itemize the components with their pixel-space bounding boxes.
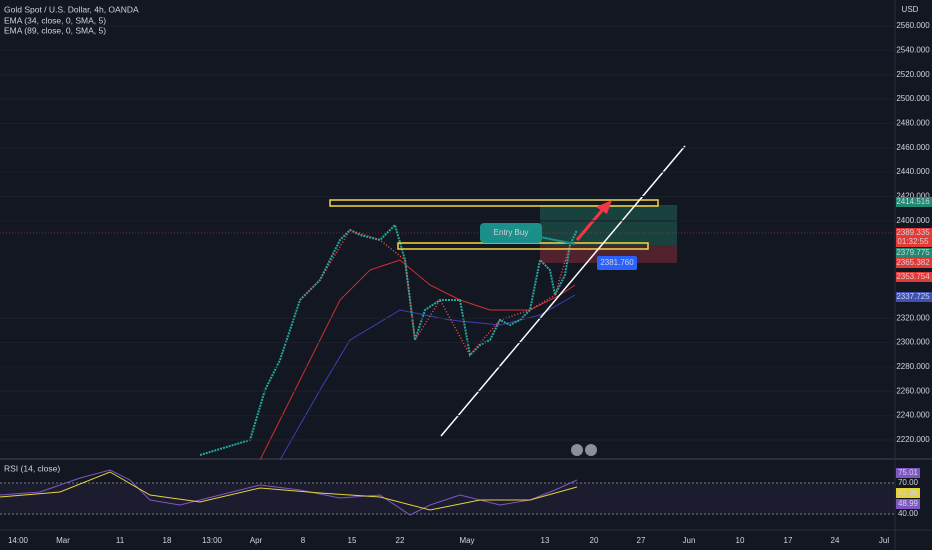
price-tick-label: 2240.000 — [896, 411, 930, 420]
rsi-label: 48.99 — [898, 499, 919, 508]
price-tick-label: 2280.000 — [896, 362, 930, 371]
price-tick-label: 2520.000 — [896, 70, 930, 79]
time-tick-label: Jul — [879, 536, 889, 545]
time-tick-label: Jun — [683, 536, 696, 545]
time-tick-label: 17 — [784, 536, 793, 545]
event-icon — [585, 444, 597, 456]
time-tick-label: 13 — [541, 536, 550, 545]
ema-89 — [279, 294, 576, 461]
event-icon — [571, 444, 583, 456]
time-tick-label: 13:00 — [202, 536, 223, 545]
ema-34 — [259, 259, 576, 461]
price-badge-label: 2353.754 — [896, 272, 930, 281]
level-badge — [597, 256, 637, 270]
time-tick-label: 15 — [348, 536, 357, 545]
price-tick-label: 2260.000 — [896, 386, 930, 395]
price-tick-label: 2560.000 — [896, 21, 930, 30]
price-tick-label: 2220.000 — [896, 435, 930, 444]
rsi-label: 40.00 — [898, 509, 919, 518]
level-label: 2381.760 — [600, 258, 634, 267]
arrow-head — [596, 200, 612, 214]
rsi-badge — [896, 499, 920, 509]
price-tick-label: 2480.000 — [896, 119, 930, 128]
price-badge — [896, 292, 932, 302]
indicator-label: EMA (34, close, 0, SMA, 5) — [4, 15, 106, 25]
price-badge — [896, 248, 932, 258]
indicator-label: EMA (89, close, 0, SMA, 5) — [4, 25, 106, 35]
rsi-label: 62.95 — [898, 488, 919, 497]
price-badge — [896, 237, 932, 247]
rsi-label: 75.01 — [898, 468, 919, 477]
price-badge — [896, 197, 932, 207]
time-tick-label: 11 — [116, 536, 125, 545]
rsi-badge — [896, 468, 920, 478]
time-tick-label: Apr — [250, 536, 263, 545]
time-tick-label: 22 — [396, 536, 405, 545]
price-badge-label: 2365.382 — [896, 258, 930, 267]
price-tick-label: 2420.000 — [896, 192, 930, 201]
price-badge-label: 01:32:55 — [897, 237, 929, 246]
price-badge-label: 2379.775 — [896, 248, 930, 257]
target-arrow — [575, 207, 606, 241]
price-badge — [896, 228, 932, 238]
time-tick-label: 18 — [163, 536, 172, 545]
price-tick-label: 2440.000 — [896, 167, 930, 176]
time-tick-label: 24 — [831, 536, 840, 545]
price-tick-label: 2300.000 — [896, 338, 930, 347]
price-tick-label: 2400.000 — [896, 216, 930, 225]
resistance-box — [329, 199, 659, 207]
time-tick-label: 27 — [637, 536, 646, 545]
price-tick-label: 2460.000 — [896, 143, 930, 152]
entry-label: Entry Buy — [494, 228, 529, 237]
rsi-ma — [0, 471, 578, 511]
price-tick-label: 2540.000 — [896, 45, 930, 54]
price-badge-label: 2414.516 — [896, 197, 930, 206]
price-tick-label: 2500.000 — [896, 94, 930, 103]
price-badge — [896, 272, 932, 282]
time-tick-label: 20 — [590, 536, 599, 545]
trendline — [440, 145, 686, 437]
time-tick-label: 8 — [301, 536, 306, 545]
price-badge-label: 2389.335 — [896, 228, 930, 237]
currency: USD — [902, 5, 919, 14]
rsi-badge — [896, 488, 920, 498]
rsi-title: RSI (14, close) — [4, 463, 60, 473]
price-tick-label: 2320.000 — [896, 313, 930, 322]
time-tick-label: May — [459, 536, 474, 545]
price-badge — [896, 258, 932, 268]
price-candles-down — [299, 229, 571, 357]
profit-zone — [540, 205, 677, 245]
time-tick-label: 14:00 — [8, 536, 29, 545]
rsi-band — [0, 483, 895, 514]
time-tick-label: 10 — [736, 536, 745, 545]
time-tick-label: Mar — [56, 536, 70, 545]
symbol-title: Gold Spot / U.S. Dollar, 4h, OANDA — [4, 4, 139, 14]
price-candles — [199, 223, 578, 456]
rsi-line — [0, 469, 578, 516]
price-badge-label: 2337.725 — [896, 292, 930, 301]
rsi-label: 70.00 — [898, 478, 919, 487]
entry-callout — [480, 223, 542, 243]
callout-pointer — [539, 236, 576, 245]
